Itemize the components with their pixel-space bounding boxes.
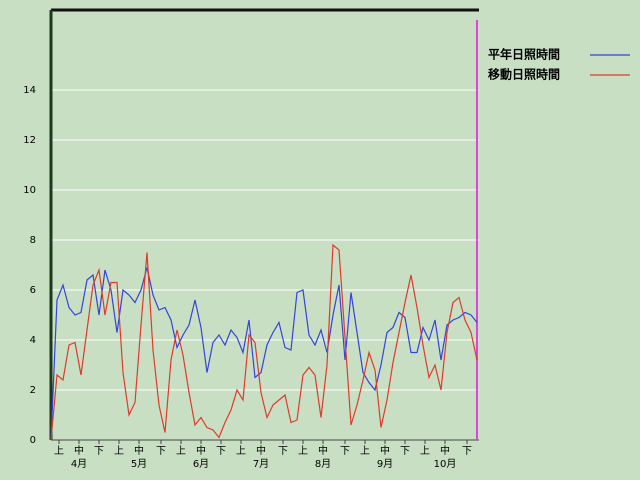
month-label: 10月 [434,458,457,470]
x-tick-label: 中 [74,444,84,457]
month-label: 5月 [131,458,147,470]
y-tick-label: 4 [30,335,36,346]
month-label: 7月 [253,458,269,470]
x-tick-label: 中 [318,444,328,457]
y-tick-label: 2 [30,385,36,396]
x-tick-label: 下 [216,446,226,457]
series-line [50,243,478,441]
month-label: 6月 [193,458,209,470]
x-tick-label: 中 [256,444,266,457]
series-line [50,267,478,441]
y-tick-label: 12 [23,135,36,146]
x-tick-label: 下 [156,446,166,457]
x-tick-label: 上 [114,445,124,457]
x-tick-label: 上 [298,445,308,457]
x-tick-label: 下 [462,446,472,457]
y-tick-label: 8 [30,235,36,246]
legend-label: 平年日照時間 [488,47,560,62]
month-label: 8月 [315,458,331,470]
legend-label: 移動日照時間 [488,67,560,82]
x-tick-label: 下 [278,446,288,457]
x-tick-label: 上 [236,445,246,457]
month-label: 4月 [71,458,87,470]
x-tick-label: 上 [54,445,64,457]
x-tick-label: 中 [380,444,390,457]
x-tick-label: 上 [360,445,370,457]
y-tick-label: 0 [30,435,36,446]
x-tick-label: 下 [400,446,410,457]
x-tick-label: 下 [94,446,104,457]
x-tick-label: 中 [440,444,450,457]
y-tick-label: 6 [30,285,36,296]
y-tick-label: 10 [23,185,36,196]
x-tick-label: 上 [420,445,430,457]
x-tick-label: 下 [340,446,350,457]
x-tick-label: 中 [196,444,206,457]
x-tick-label: 上 [176,445,186,457]
x-tick-label: 中 [134,444,144,457]
month-label: 9月 [377,458,393,470]
y-tick-label: 14 [23,85,36,96]
